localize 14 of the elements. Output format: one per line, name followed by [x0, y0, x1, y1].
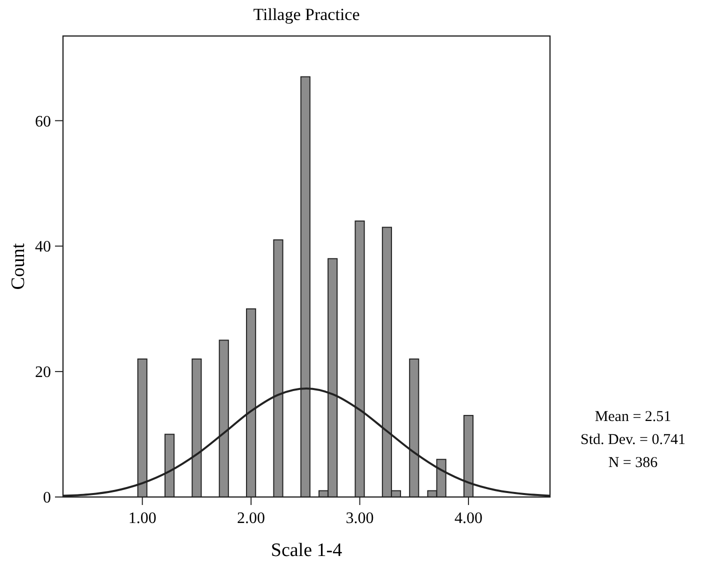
text: Std. Dev. = 0.741: [580, 432, 686, 448]
text: N = 386: [608, 455, 658, 471]
y-tick-label: 40: [35, 238, 51, 256]
x-axis-title: Scale 1-4: [270, 540, 343, 561]
y-tick-label: 0: [43, 490, 51, 507]
y-tick-label: 60: [35, 113, 51, 130]
x-tick-label: 4.00: [454, 510, 482, 527]
chart-title: Tillage Practice: [253, 5, 360, 24]
y-tick-label: 20: [35, 364, 51, 382]
x-tick-label: 1.00: [128, 510, 156, 527]
x-tick-label: 3.00: [346, 510, 374, 527]
x-tick-label: 2.00: [237, 510, 266, 527]
text: Mean = 2.51: [594, 409, 672, 425]
y-axis-title: Count: [8, 242, 29, 290]
